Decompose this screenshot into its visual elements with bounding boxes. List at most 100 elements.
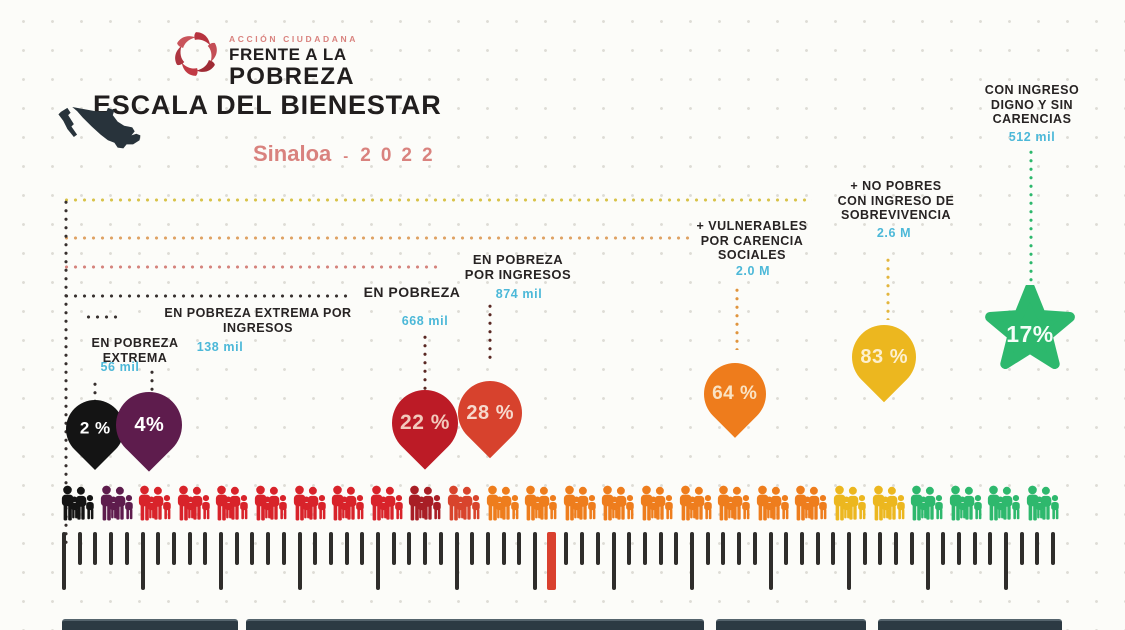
- ruler-tick: [485, 532, 490, 565]
- footer-bar: [878, 619, 1062, 630]
- family-pictogram-icon: [640, 485, 673, 521]
- ruler-tick: [611, 532, 616, 590]
- dotted-connector-conn-2: [93, 380, 97, 402]
- label-line: EN POBREZA: [472, 252, 564, 267]
- ruler-tick: [533, 532, 537, 590]
- pin-en-pobreza-extrema-por-ingresos: 4%: [102, 378, 196, 472]
- pin-shape: 64 %: [691, 350, 779, 438]
- page-title: ESCALA DEL BIENESTAR: [93, 90, 442, 120]
- family-pictogram-icon: [409, 485, 442, 521]
- ruler-tick: [784, 532, 789, 565]
- ruler-tick: [690, 532, 694, 590]
- family-pictogram-icon: [756, 485, 789, 521]
- family-pictogram-icon: [100, 485, 133, 521]
- family-pictogram-icon: [139, 485, 171, 521]
- label-line: DIGNO Y SIN: [990, 97, 1074, 112]
- ruler-tick: [187, 532, 192, 565]
- ruler-tick: [909, 532, 914, 565]
- ruler-tick: [831, 532, 836, 565]
- label-line: POR CARENCIA: [700, 233, 804, 248]
- ruler-tick: [77, 532, 82, 565]
- star-con-ingreso-digno: 17%: [983, 283, 1077, 375]
- label-en-pobreza: EN POBREZA: [342, 284, 482, 300]
- ruler-tick-red: [546, 532, 556, 590]
- label-line: + VULNERABLES: [696, 219, 808, 233]
- ruler-tick: [941, 532, 946, 565]
- footer-bars: [0, 619, 1125, 630]
- brand-block: ACCIÓN CIUDADANA FRENTE A LA POBREZA: [172, 30, 358, 89]
- subtitle-dash: -: [343, 148, 349, 165]
- ruler-tick: [925, 532, 930, 590]
- label-line: EN POBREZA: [91, 336, 179, 350]
- dotted-guide-guide-4: [84, 315, 122, 319]
- ruler-tick: [627, 532, 632, 565]
- value-en-pobreza-extrema-por-ingresos: 138 mil: [196, 340, 244, 354]
- pin-percent: 22 %: [400, 411, 450, 434]
- family-pictogram-icon: [872, 485, 905, 521]
- mexico-map-icon: [58, 107, 141, 149]
- brand-swirl-logo-icon: [175, 32, 217, 76]
- label-line: CON INGRESO DE: [837, 193, 955, 208]
- ruler-tick: [564, 532, 569, 565]
- label-en-pobreza-por-ingresos: EN POBREZA POR INGRESOS: [448, 252, 588, 282]
- family-pictogram-icon: [486, 485, 519, 521]
- ruler-tick: [407, 532, 412, 565]
- ruler-tick: [124, 532, 129, 565]
- ruler-tick: [62, 532, 66, 590]
- family-pictogram-icon: [177, 485, 210, 521]
- ruler-tick: [642, 532, 647, 565]
- subtitle-state: Sinaloa: [253, 141, 332, 166]
- ruler-tick: [313, 532, 318, 565]
- pin-shape: 28 %: [444, 367, 536, 459]
- family-pictogram-icon: [216, 485, 249, 521]
- dotted-guide-guide-64: [62, 236, 692, 240]
- value-en-pobreza-por-ingresos: 874 mil: [495, 287, 543, 301]
- ruler-tick: [658, 532, 663, 565]
- pin-shape: 83 %: [838, 311, 930, 403]
- family-pictogram-icon: [293, 485, 326, 521]
- ruler-tick: [156, 532, 161, 565]
- ruler-tick: [454, 532, 459, 590]
- value-vulnerables-por-carencia-sociales: 2.0 M: [735, 264, 771, 278]
- star-icon: [985, 283, 1075, 369]
- pin-en-pobreza-por-ingresos: 28 %: [444, 367, 536, 459]
- dotted-guide-guide-83: [62, 198, 812, 202]
- family-pictogram-icon: [563, 485, 596, 521]
- family-pictogram-icon: [949, 485, 982, 521]
- dotted-connector-conn-17: [1029, 148, 1033, 292]
- pin-percent: 28 %: [466, 401, 514, 424]
- subtitle: Sinaloa - 2022: [253, 141, 443, 167]
- people-row: [0, 482, 1125, 530]
- footer-bar: [246, 619, 704, 630]
- ruler-tick: [721, 532, 726, 565]
- ruler-tick: [1004, 532, 1008, 590]
- ruler-tick: [266, 532, 271, 565]
- ruler-tick: [281, 532, 286, 565]
- label-line: INGRESOS: [223, 320, 293, 335]
- family-pictogram-icon: [679, 485, 712, 521]
- label-line: + NO POBRES: [850, 179, 942, 193]
- ruler-tick: [674, 532, 679, 565]
- dotted-connector-axis: [64, 198, 68, 546]
- dotted-connector-conn-28: [488, 302, 492, 362]
- pin-percent: 83 %: [860, 345, 908, 368]
- brand-name-line2: POBREZA: [229, 62, 355, 90]
- ruler-tick: [391, 532, 396, 565]
- ruler-tick: [988, 532, 993, 565]
- value-en-pobreza: 668 mil: [401, 314, 449, 328]
- brand-name-line1: FRENTE A LA: [229, 45, 347, 64]
- value-no-pobres-con-ingreso-de-sobrevivencia: 2.6 M: [876, 226, 912, 240]
- family-pictogram-icon: [1026, 485, 1059, 521]
- ruler-tick: [344, 532, 349, 565]
- dotted-connector-conn-4: [150, 368, 154, 398]
- label-vulnerables-por-carencia-sociales: + VULNERABLES POR CARENCIA SOCIALES: [672, 219, 832, 263]
- family-pictogram-icon: [254, 485, 287, 521]
- value-con-ingreso-digno-y-sin-carencias: 512 mil: [1008, 130, 1056, 144]
- ruler-scale: [0, 532, 1125, 592]
- ruler-tick: [501, 532, 506, 565]
- pin-percent: 64 %: [712, 383, 758, 404]
- pin-en-pobreza: 22 %: [378, 376, 472, 470]
- ruler-tick: [297, 532, 302, 590]
- ruler-tick: [705, 532, 710, 565]
